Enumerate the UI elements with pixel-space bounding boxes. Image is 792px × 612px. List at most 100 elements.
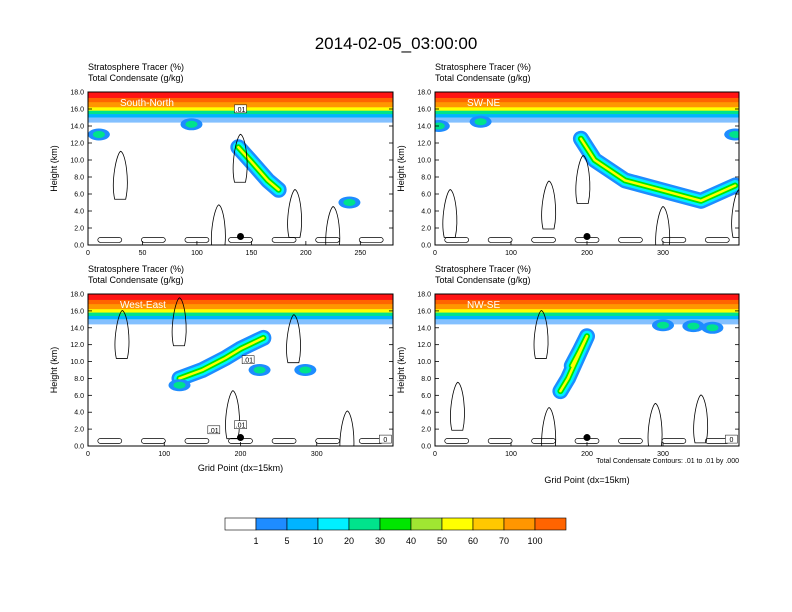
x-tick-label: 150 <box>246 250 258 257</box>
tracer-blob-core <box>343 199 356 206</box>
y-tick-label: 0.0 <box>74 444 84 451</box>
y-tick-label: 14.0 <box>70 124 84 131</box>
colorbar-box <box>410 517 443 531</box>
panel-plot-area: 0 <box>435 294 739 446</box>
x-tick-label: 200 <box>581 451 593 458</box>
condensate-contour <box>533 310 549 359</box>
condensate-low-cloud <box>271 237 297 243</box>
condensate-contour <box>114 310 130 359</box>
condensate-low-cloud <box>661 237 687 243</box>
tracer-blob-core <box>474 118 487 126</box>
tracer-fringe <box>88 117 393 123</box>
tracer-blob-core <box>173 381 186 389</box>
condensate-contour <box>112 150 128 200</box>
condensate-contour <box>211 204 226 245</box>
x-tick-label: 250 <box>354 250 366 257</box>
x-tick-label: 0 <box>86 250 90 257</box>
colorbar-label: 5 <box>284 536 289 546</box>
y-tick-label: 12.0 <box>417 141 431 148</box>
colorbar: 1 5 10 20 30 40 50 60 70 100 <box>224 517 567 546</box>
tracer-plume <box>579 137 737 203</box>
colorbar-label: 1 <box>253 536 258 546</box>
y-tick-label: 8.0 <box>421 376 431 383</box>
panel-plot-area: .01 .01 .01 0 <box>88 294 393 446</box>
condensate-contour <box>232 133 248 183</box>
y-tick-label: 14.0 <box>417 124 431 131</box>
tracer-band <box>88 294 393 300</box>
x-tick-label: 0 <box>433 451 437 458</box>
condensate-contour <box>325 206 341 245</box>
y-tick-label: 18.0 <box>417 90 431 97</box>
panel-title-line: Stratosphere Tracer (%) <box>88 62 184 72</box>
colorbar-box <box>503 517 536 531</box>
tracer-plume <box>559 334 589 393</box>
tracer-band <box>435 92 739 98</box>
condensate-contour <box>286 314 301 364</box>
tracer-blob-core <box>435 122 445 130</box>
panel-title-line: Stratosphere Tracer (%) <box>88 264 184 274</box>
x-tick-label: 200 <box>300 250 312 257</box>
colorbar-box <box>534 517 567 531</box>
y-tick-label: 6.0 <box>74 393 84 400</box>
section-label: SW-NE <box>467 98 500 109</box>
colorbar-box <box>255 517 288 531</box>
panel-nw-se: Stratosphere Tracer (%)Total Condensate … <box>396 264 740 485</box>
colorbar-box <box>441 517 474 531</box>
y-tick-label: 8.0 <box>74 376 84 383</box>
section-label: NW-SE <box>467 300 500 311</box>
y-tick-label: 6.0 <box>421 393 431 400</box>
condensate-contour <box>731 189 739 238</box>
contour-label: .01 <box>243 358 253 365</box>
tracer-blob-core <box>706 324 719 332</box>
y-tick-label: 4.0 <box>74 410 84 417</box>
tracer-band <box>88 92 393 98</box>
colorbar-label: 10 <box>313 536 323 546</box>
y-axis-label: Height (km) <box>49 145 59 192</box>
x-tick-label: 300 <box>311 451 323 458</box>
x-axis-label: Grid Point (dx=15km) <box>198 463 283 473</box>
condensate-low-cloud <box>97 438 123 444</box>
station-marker <box>237 434 244 442</box>
condensate-contour <box>171 297 187 347</box>
colorbar-label: 60 <box>468 536 478 546</box>
panel-south-north: Stratosphere Tracer (%)Total Condensate … <box>49 62 394 257</box>
colorbar-box <box>286 517 319 531</box>
panel-west-east: Stratosphere Tracer (%)Total Condensate … <box>49 264 394 473</box>
colorbar-label: 30 <box>375 536 385 546</box>
y-tick-label: 0.0 <box>74 243 84 250</box>
y-tick-label: 16.0 <box>70 107 84 114</box>
colorbar-label: 100 <box>527 536 542 546</box>
y-tick-label: 8.0 <box>74 175 84 182</box>
y-tick-label: 0.0 <box>421 444 431 451</box>
condensate-low-cloud <box>97 237 123 243</box>
y-tick-label: 18.0 <box>70 292 84 299</box>
condensate-low-cloud <box>704 237 730 243</box>
condensate-contour <box>575 155 591 204</box>
y-tick-label: 4.0 <box>421 410 431 417</box>
tracer-fringe <box>435 319 739 325</box>
y-tick-label: 10.0 <box>417 158 431 165</box>
tracer-blob-core <box>299 366 312 374</box>
x-tick-label: 200 <box>235 451 247 458</box>
condensate-low-cloud <box>444 237 470 243</box>
y-tick-label: 12.0 <box>417 342 431 349</box>
condensate-contour <box>450 381 465 431</box>
condensate-low-cloud <box>315 237 340 243</box>
y-tick-label: 2.0 <box>421 427 431 434</box>
y-tick-label: 6.0 <box>421 192 431 199</box>
colorbar-box <box>224 517 257 531</box>
section-label: South-North <box>120 98 174 109</box>
x-tick-label: 200 <box>581 250 593 257</box>
colorbar-box <box>379 517 412 531</box>
panel-title-line: Total Condensate (g/kg) <box>435 73 531 83</box>
condensate-low-cloud <box>531 438 556 444</box>
y-tick-label: 18.0 <box>417 292 431 299</box>
y-axis-label: Height (km) <box>49 347 59 394</box>
condensate-low-cloud <box>444 438 470 444</box>
station-marker <box>237 233 244 240</box>
condensate-contour <box>541 180 557 230</box>
x-axis-label: Grid Point (dx=15km) <box>544 475 629 485</box>
y-tick-label: 14.0 <box>417 325 431 332</box>
condensate-contour <box>693 394 709 444</box>
